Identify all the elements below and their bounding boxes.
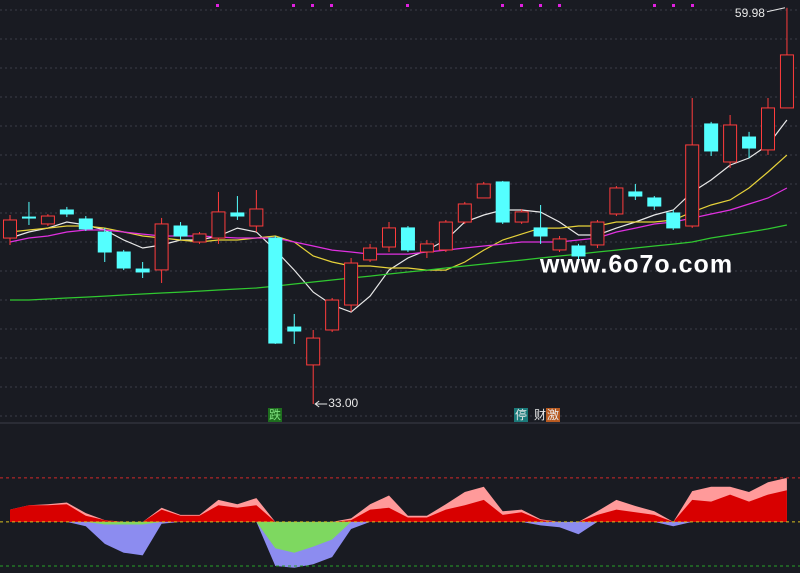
candle-body xyxy=(135,268,150,273)
candle-body xyxy=(419,243,434,253)
candle-body xyxy=(192,233,207,243)
badge-bg xyxy=(533,408,547,422)
candle-body xyxy=(742,136,757,149)
badge-bg xyxy=(546,408,560,422)
candle-body xyxy=(779,54,794,109)
ma-line xyxy=(10,224,788,301)
candle-body xyxy=(382,227,396,248)
candle-body xyxy=(59,209,74,215)
low-arrow xyxy=(314,400,328,408)
candle-body xyxy=(154,223,169,271)
candle-body xyxy=(495,181,510,223)
candle-body xyxy=(97,231,112,253)
candle-body xyxy=(287,326,302,332)
high-arrow xyxy=(766,7,786,13)
candle-body xyxy=(685,144,700,227)
ma-line xyxy=(9,154,788,271)
candle-body xyxy=(173,225,188,237)
candle-body xyxy=(647,197,662,207)
low-label: 33.00 xyxy=(328,396,358,410)
candle-body xyxy=(609,187,624,215)
candle-body xyxy=(249,208,264,227)
badge-bg xyxy=(514,408,528,422)
candle-body xyxy=(3,219,17,239)
price-panel: 59.98 33.00 xyxy=(3,6,794,410)
candle-body xyxy=(21,216,36,219)
candle-body xyxy=(590,221,605,246)
badge: 停 xyxy=(515,407,527,422)
badge: 激 xyxy=(547,408,559,422)
candle-body xyxy=(344,262,359,306)
candle-body xyxy=(457,203,472,223)
candle-body xyxy=(78,218,93,230)
candle-body xyxy=(40,215,55,225)
candle-body xyxy=(211,211,226,239)
candle-body xyxy=(514,211,529,223)
candle-body xyxy=(268,237,283,344)
ma-line xyxy=(9,187,788,255)
indicator-panel xyxy=(0,477,800,568)
candle-body xyxy=(230,212,245,217)
high-label: 59.98 xyxy=(735,6,765,20)
badge: 财 xyxy=(534,408,546,422)
candle-body xyxy=(761,107,775,151)
candle-body xyxy=(628,191,643,197)
candle-body xyxy=(723,124,738,163)
candle-body xyxy=(533,227,548,237)
badge-bg xyxy=(268,408,282,422)
candle-body xyxy=(666,212,681,229)
candle-body xyxy=(476,183,491,199)
watermark: www.6o7o.com xyxy=(539,251,733,279)
candle-body xyxy=(400,227,415,251)
candle-body xyxy=(325,299,340,331)
candle-body xyxy=(306,337,321,366)
indicator-area xyxy=(10,490,787,522)
badge: 跌 xyxy=(269,407,281,422)
signal-dots xyxy=(216,4,694,7)
candle-body xyxy=(438,221,453,251)
candle-body xyxy=(116,251,131,269)
indicator-area xyxy=(10,521,787,568)
candle-body xyxy=(704,123,719,152)
candle-body xyxy=(363,247,378,261)
candle-body xyxy=(552,238,567,251)
candle-body xyxy=(571,245,586,257)
ma-line xyxy=(9,119,788,313)
